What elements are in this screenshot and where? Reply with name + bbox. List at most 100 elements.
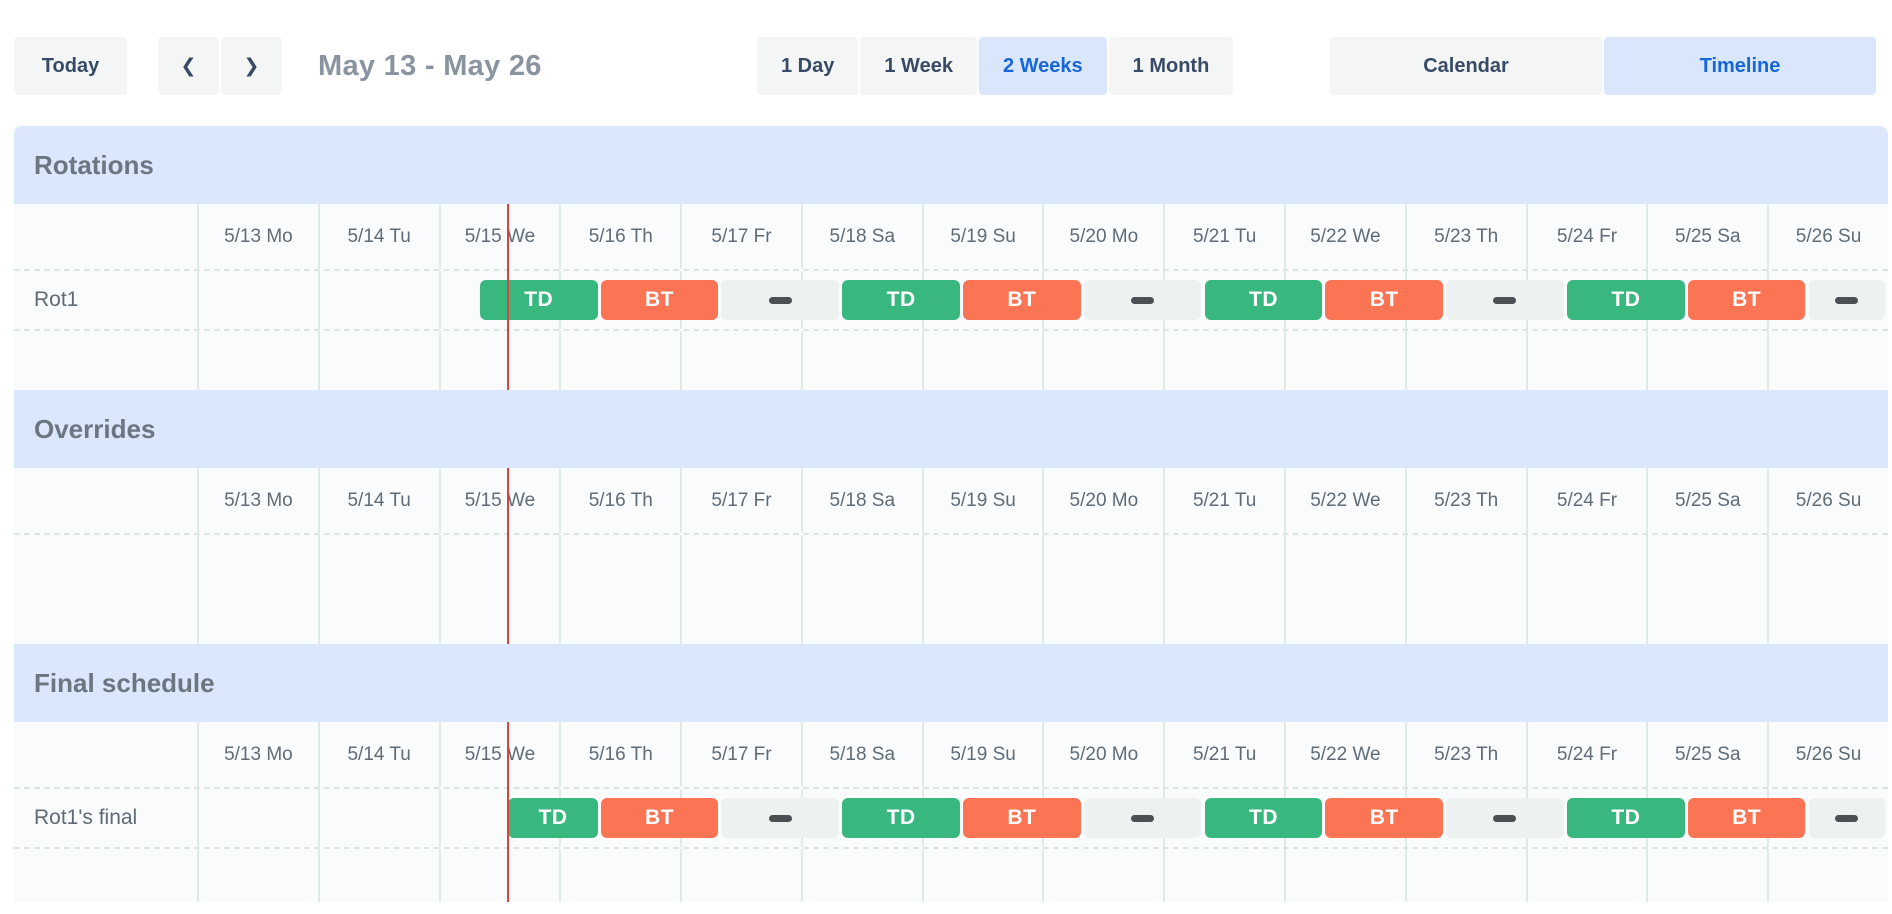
shift-block-td[interactable]: TD — [842, 798, 960, 838]
gap-dash-icon — [1835, 296, 1859, 304]
date-label-5-23: 5/23 Th — [1404, 722, 1526, 787]
section-title-final-schedule: Final schedule — [14, 644, 1888, 722]
shift-block-td[interactable]: TD — [842, 280, 960, 320]
gap-block[interactable] — [721, 280, 840, 320]
date-label-5-20: 5/20 Mo — [1042, 204, 1164, 269]
gap-block[interactable] — [1083, 798, 1202, 838]
day-column-5-24[interactable] — [1525, 331, 1647, 390]
gap-block[interactable] — [1083, 280, 1202, 320]
day-column-5-21[interactable] — [1163, 535, 1285, 644]
day-column-5-13[interactable] — [197, 849, 318, 902]
day-column-5-14[interactable] — [317, 849, 439, 902]
day-column-5-13[interactable] — [197, 271, 318, 329]
day-column-5-23[interactable] — [1404, 331, 1526, 390]
date-label-5-25: 5/25 Sa — [1646, 722, 1768, 787]
gap-block[interactable] — [1808, 798, 1886, 838]
day-column-5-26[interactable] — [1767, 535, 1888, 644]
shift-block-bt[interactable]: BT — [963, 280, 1081, 320]
gap-dash-icon — [768, 296, 792, 304]
view-option-calendar[interactable]: Calendar — [1330, 37, 1602, 95]
gap-block[interactable] — [1446, 280, 1564, 320]
day-column-5-15[interactable] — [438, 331, 560, 390]
shift-block-td[interactable]: TD — [508, 798, 598, 838]
day-column-5-13[interactable] — [197, 789, 318, 847]
shift-block-td[interactable]: TD — [1567, 280, 1685, 320]
gap-block[interactable] — [1808, 280, 1886, 320]
day-column-5-15[interactable] — [438, 849, 560, 902]
gap-dash-icon — [1835, 814, 1859, 822]
day-column-5-20[interactable] — [1042, 849, 1164, 902]
prev-arrow-icon[interactable]: ❮ — [158, 37, 219, 95]
day-column-5-24[interactable] — [1525, 849, 1647, 902]
day-column-5-25[interactable] — [1646, 849, 1768, 902]
day-column-5-24[interactable] — [1525, 535, 1647, 644]
day-column-5-13[interactable] — [197, 331, 318, 390]
date-label-5-14: 5/14 Tu — [317, 468, 439, 533]
shift-block-td[interactable]: TD — [1204, 280, 1323, 320]
zoom-option-1-month[interactable]: 1 Month — [1108, 37, 1234, 95]
day-column-5-15[interactable] — [438, 535, 560, 644]
date-label-5-18: 5/18 Sa — [800, 722, 922, 787]
shift-block-bt[interactable]: BT — [1325, 798, 1444, 838]
day-column-5-25[interactable] — [1646, 535, 1768, 644]
date-label-5-24: 5/24 Fr — [1525, 468, 1647, 533]
day-column-5-17[interactable] — [680, 849, 801, 902]
day-column-5-22[interactable] — [1284, 849, 1405, 902]
day-column-5-18[interactable] — [800, 535, 922, 644]
date-header-row: 5/13 Mo 5/14 Tu 5/15 We 5/16 Th 5/17 Fr 5/18 … — [14, 204, 1888, 271]
day-column-5-19[interactable] — [921, 331, 1043, 390]
day-column-5-23[interactable] — [1404, 535, 1526, 644]
shift-block-td[interactable]: TD — [1204, 798, 1323, 838]
zoom-option-2-weeks[interactable]: 2 Weeks — [978, 37, 1107, 95]
day-column-5-14[interactable] — [317, 535, 439, 644]
day-column-5-20[interactable] — [1042, 535, 1164, 644]
shift-block-bt[interactable]: BT — [1687, 280, 1806, 320]
date-label-5-25: 5/25 Sa — [1646, 468, 1768, 533]
day-column-5-16[interactable] — [559, 331, 681, 390]
day-column-5-26[interactable] — [1767, 331, 1888, 390]
date-label-5-16: 5/16 Th — [559, 468, 681, 533]
day-column-5-25[interactable] — [1646, 331, 1768, 390]
next-arrow-icon[interactable]: ❯ — [221, 37, 282, 95]
day-column-5-16[interactable] — [559, 849, 681, 902]
gap-block[interactable] — [1446, 798, 1564, 838]
shift-block-bt[interactable]: BT — [1687, 798, 1806, 838]
date-label-5-22: 5/22 We — [1284, 204, 1405, 269]
day-column-5-22[interactable] — [1284, 535, 1405, 644]
shift-block-td[interactable]: TD — [1567, 798, 1685, 838]
day-column-5-18[interactable] — [800, 849, 922, 902]
shift-block-bt[interactable]: BT — [1325, 280, 1444, 320]
day-column-5-14[interactable] — [317, 271, 439, 329]
shift-block-bt[interactable]: BT — [600, 280, 719, 320]
date-label-5-24: 5/24 Fr — [1525, 722, 1647, 787]
day-column-5-17[interactable] — [680, 535, 801, 644]
day-column-5-22[interactable] — [1284, 331, 1405, 390]
shift-block-td[interactable]: TD — [479, 280, 598, 320]
day-column-5-14[interactable] — [317, 789, 439, 847]
day-column-5-23[interactable] — [1404, 849, 1526, 902]
day-column-5-21[interactable] — [1163, 331, 1285, 390]
day-column-5-18[interactable] — [800, 331, 922, 390]
today-button[interactable]: Today — [14, 37, 127, 95]
day-column-5-14[interactable] — [317, 331, 439, 390]
day-column-5-13[interactable] — [197, 535, 318, 644]
shift-block-bt[interactable]: BT — [963, 798, 1081, 838]
row-label: Rot1's final — [14, 789, 197, 847]
day-column-5-19[interactable] — [921, 849, 1043, 902]
gap-dash-icon — [1131, 296, 1155, 304]
shift-block-bt[interactable]: BT — [600, 798, 719, 838]
day-column-5-26[interactable] — [1767, 849, 1888, 902]
day-column-5-17[interactable] — [680, 331, 801, 390]
view-option-timeline[interactable]: Timeline — [1604, 37, 1876, 95]
gap-block[interactable] — [721, 798, 840, 838]
day-column-5-16[interactable] — [559, 535, 681, 644]
date-label-5-17: 5/17 Fr — [680, 204, 801, 269]
date-label-5-17: 5/17 Fr — [680, 468, 801, 533]
day-column-5-20[interactable] — [1042, 331, 1164, 390]
section-overrides: Overrides 5/13 Mo 5/14 Tu 5/15 We 5/16 Th 5/… — [14, 390, 1888, 644]
zoom-option-1-day[interactable]: 1 Day — [757, 37, 859, 95]
zoom-option-1-week[interactable]: 1 Week — [860, 37, 977, 95]
day-column-5-19[interactable] — [921, 535, 1043, 644]
day-column-5-21[interactable] — [1163, 849, 1285, 902]
section-title-rotations: Rotations — [14, 126, 1888, 204]
